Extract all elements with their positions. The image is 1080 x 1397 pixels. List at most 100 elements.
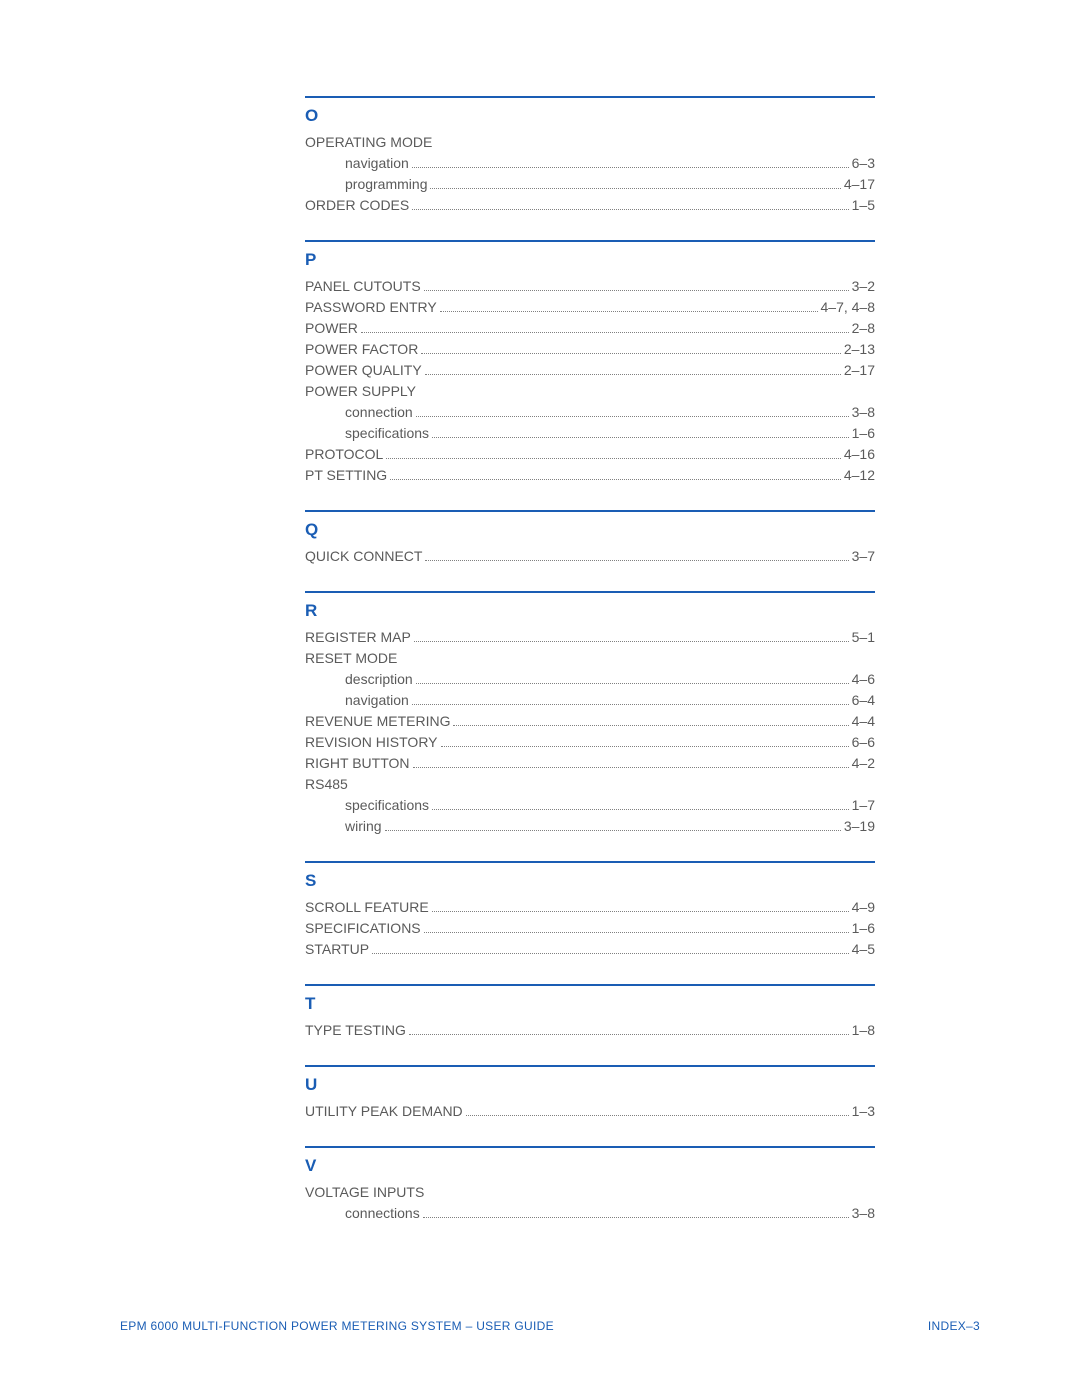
index-entry: TYPE TESTING 1–8: [305, 1020, 875, 1041]
index-entry: REVENUE METERING 4–4: [305, 711, 875, 732]
index-section: V VOLTAGE INPUTSconnections3–8: [305, 1146, 875, 1224]
entry-page: 2–8: [852, 318, 875, 339]
leader-dots: [372, 953, 849, 954]
entry-label: RESET MODE: [305, 648, 397, 669]
entry-page: 2–13: [844, 339, 875, 360]
index-entry: navigation 6–4: [305, 690, 875, 711]
index-entry: RESET MODE: [305, 648, 875, 669]
index-section: RREGISTER MAP5–1RESET MODEdescription4–6…: [305, 591, 875, 837]
index-entry: OPERATING MODE: [305, 132, 875, 153]
index-entry: RS485: [305, 774, 875, 795]
entry-page: 6–4: [852, 690, 875, 711]
entry-label: UTILITY PEAK DEMAND: [305, 1101, 463, 1122]
entry-label: POWER: [305, 318, 358, 339]
entry-label: POWER QUALITY: [305, 360, 422, 381]
entry-page: 4–12: [844, 465, 875, 486]
entry-page: 2–17: [844, 360, 875, 381]
index-entry: PROTOCOL 4–16: [305, 444, 875, 465]
leader-dots: [412, 167, 849, 168]
leader-dots: [432, 437, 849, 438]
index-entry: STARTUP4–5: [305, 939, 875, 960]
index-entry: specifications1–6: [305, 423, 875, 444]
index-entry: POWER SUPPLY: [305, 381, 875, 402]
entry-page: 4–16: [844, 444, 875, 465]
entry-label: SPECIFICATIONS: [305, 918, 421, 939]
index-entry: PT SETTING 4–12: [305, 465, 875, 486]
entry-page: 5–1: [852, 627, 875, 648]
index-entry: REGISTER MAP5–1: [305, 627, 875, 648]
leader-dots: [390, 479, 841, 480]
index-entry: programming4–17: [305, 174, 875, 195]
entry-label: wiring: [345, 816, 382, 837]
leader-dots: [421, 353, 841, 354]
entry-label: POWER SUPPLY: [305, 381, 416, 402]
entry-page: 4–9: [852, 897, 875, 918]
page-footer: EPM 6000 MULTI-FUNCTION POWER METERING S…: [120, 1319, 980, 1333]
index-section: SSCROLL FEATURE4–9SPECIFICATIONS1–6START…: [305, 861, 875, 960]
index-entry: POWER FACTOR 2–13: [305, 339, 875, 360]
index-entry: wiring 3–19: [305, 816, 875, 837]
index-section: PPANEL CUTOUTS3–2PASSWORD ENTRY4–7, 4–8P…: [305, 240, 875, 486]
section-letter: U: [305, 1075, 875, 1095]
leader-dots: [386, 458, 841, 459]
entry-page: 6–6: [852, 732, 875, 753]
entry-label: REVISION HISTORY: [305, 732, 438, 753]
index-entry: UTILITY PEAK DEMAND 1–3: [305, 1101, 875, 1122]
leader-dots: [432, 911, 849, 912]
entry-page: 6–3: [852, 153, 875, 174]
entry-label: connection: [345, 402, 413, 423]
section-letter: P: [305, 250, 875, 270]
leader-dots: [430, 188, 840, 189]
entry-label: REVENUE METERING: [305, 711, 450, 732]
index-section: OOPERATING MODEnavigation6–3programming4…: [305, 96, 875, 216]
index-section: U UTILITY PEAK DEMAND 1–3: [305, 1065, 875, 1122]
entry-label: PROTOCOL: [305, 444, 383, 465]
section-letter: S: [305, 871, 875, 891]
entry-label: RS485: [305, 774, 348, 795]
entry-page: 1–6: [852, 918, 875, 939]
entry-page: 3–19: [844, 816, 875, 837]
footer-left: EPM 6000 MULTI-FUNCTION POWER METERING S…: [120, 1319, 554, 1333]
entry-label: PANEL CUTOUTS: [305, 276, 421, 297]
index-entry: specifications1–7: [305, 795, 875, 816]
leader-dots: [385, 830, 841, 831]
index-entry: POWER QUALITY 2–17: [305, 360, 875, 381]
section-letter: V: [305, 1156, 875, 1176]
entry-label: navigation: [345, 153, 409, 174]
index-entry: SPECIFICATIONS 1–6: [305, 918, 875, 939]
index-entry: PANEL CUTOUTS 3–2: [305, 276, 875, 297]
entry-label: POWER FACTOR: [305, 339, 418, 360]
entry-page: 1–6: [852, 423, 875, 444]
entry-page: 4–7, 4–8: [821, 297, 876, 318]
entry-page: 3–8: [852, 1203, 875, 1224]
entry-label: specifications: [345, 795, 429, 816]
index-entry: RIGHT BUTTON4–2: [305, 753, 875, 774]
index-entry: POWER 2–8: [305, 318, 875, 339]
leader-dots: [425, 374, 841, 375]
entry-page: 1–3: [852, 1101, 875, 1122]
entry-label: ORDER CODES: [305, 195, 409, 216]
entry-page: 3–2: [852, 276, 875, 297]
leader-dots: [361, 332, 849, 333]
leader-dots: [409, 1034, 849, 1035]
index-section: T TYPE TESTING 1–8: [305, 984, 875, 1041]
index-entry: PASSWORD ENTRY 4–7, 4–8: [305, 297, 875, 318]
index-entry: REVISION HISTORY 6–6: [305, 732, 875, 753]
index-entry: connections3–8: [305, 1203, 875, 1224]
leader-dots: [424, 290, 849, 291]
leader-dots: [432, 809, 849, 810]
entry-page: 1–8: [852, 1020, 875, 1041]
entry-label: PT SETTING: [305, 465, 387, 486]
entry-page: 4–4: [852, 711, 875, 732]
entry-label: PASSWORD ENTRY: [305, 297, 437, 318]
entry-label: navigation: [345, 690, 409, 711]
index-entry: VOLTAGE INPUTS: [305, 1182, 875, 1203]
index-entry: navigation 6–3: [305, 153, 875, 174]
entry-page: 3–8: [852, 402, 875, 423]
leader-dots: [453, 725, 848, 726]
section-letter: T: [305, 994, 875, 1014]
entry-label: TYPE TESTING: [305, 1020, 406, 1041]
entry-label: STARTUP: [305, 939, 369, 960]
entry-page: 1–5: [852, 195, 875, 216]
index-entry: SCROLL FEATURE4–9: [305, 897, 875, 918]
